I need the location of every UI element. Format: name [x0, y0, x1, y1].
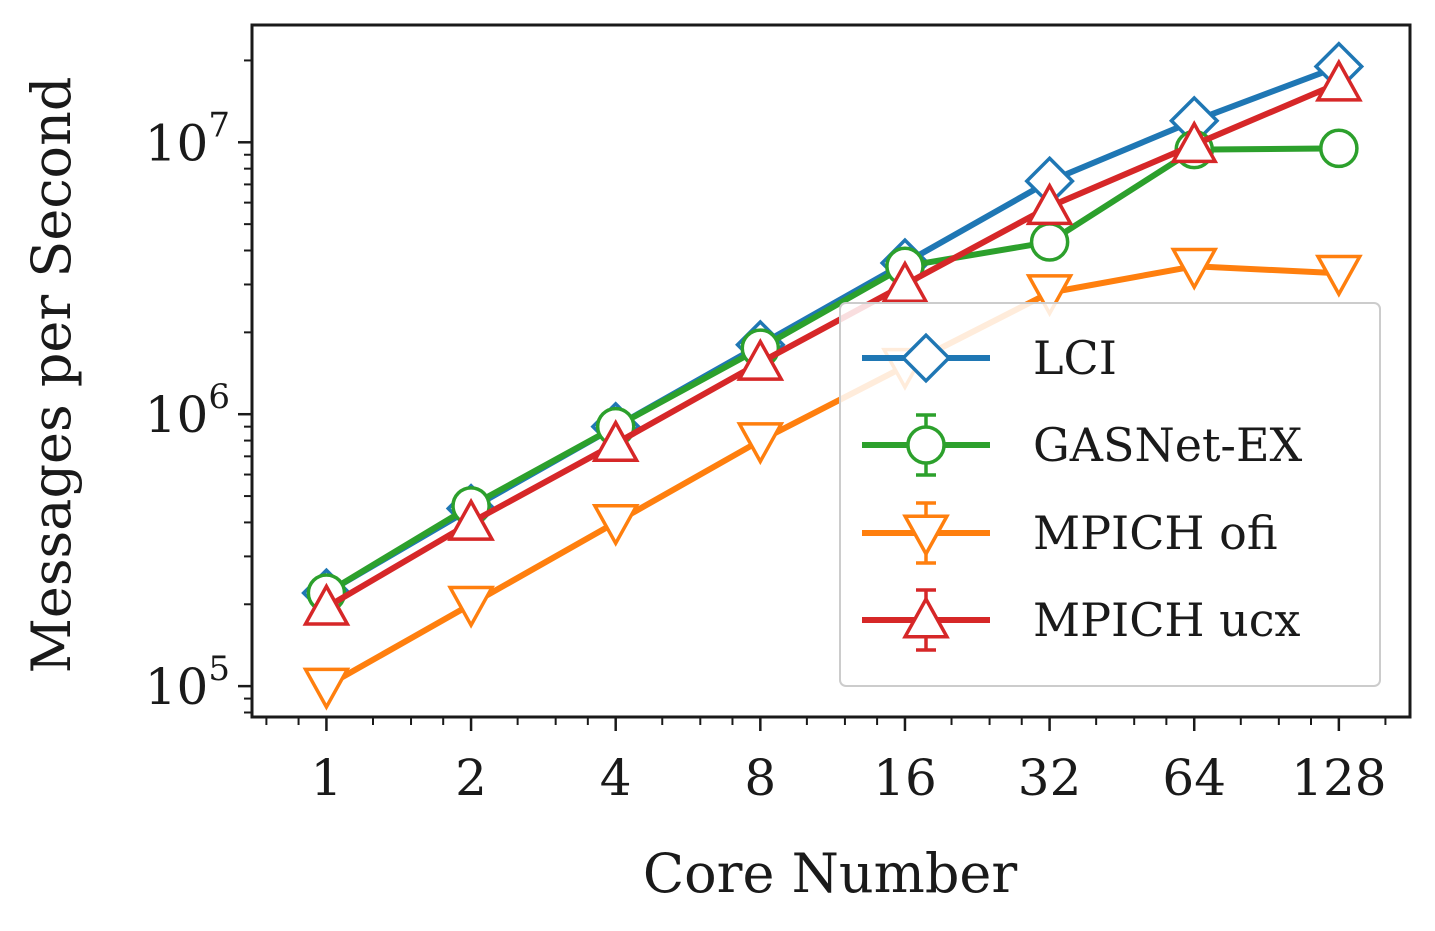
y-tick-label: 105 [145, 649, 230, 716]
y-tick-label: 106 [145, 377, 230, 444]
x-tick-label: 64 [1162, 749, 1226, 807]
legend-marker-lci [900, 332, 952, 384]
x-tick-label: 16 [873, 749, 937, 807]
x-tick-label: 32 [1018, 749, 1082, 807]
series-line-gasnet-ex [323, 145, 1342, 597]
legend-box [839, 302, 1381, 687]
legend-marker-mpich-ucx [902, 595, 950, 639]
series-line-mpich-ofi [323, 263, 1342, 690]
data-point-mpich-ofi [302, 667, 351, 711]
x-tick-label: 4 [600, 749, 632, 807]
x-tick-label: 2 [455, 749, 487, 807]
legend-label: MPICH ucx [1033, 593, 1301, 647]
legend-label: GASNet-EX [1033, 418, 1303, 472]
data-point-mpich-ucx [1025, 182, 1074, 226]
data-point-mpich-ucx [591, 419, 640, 463]
legend-item-lci: LCI [862, 331, 1117, 385]
plot-frame [250, 23, 1412, 719]
data-point-mpich-ofi [1170, 247, 1219, 291]
series-layer [301, 41, 1365, 711]
y-axis-label: Messages per Second [20, 77, 83, 674]
legend-items: LCI GASNet-EX MPICH ofi MPICH ucx [862, 331, 1303, 652]
data-point-gasnet-ex [1319, 128, 1359, 169]
data-point-mpich-ucx [302, 582, 351, 626]
legend-label: MPICH ofi [1033, 506, 1278, 560]
data-point-mpich-ofi [1314, 254, 1363, 298]
data-point-mpich-ucx [736, 337, 785, 381]
data-point-mpich-ofi [591, 503, 640, 547]
data-point-mpich-ofi [736, 422, 785, 466]
series-mpich-ofi [302, 247, 1363, 711]
x-tick-label: 8 [744, 749, 776, 807]
data-point-mpich-ofi [1025, 274, 1074, 318]
x-axis-label: Core Number [643, 842, 1018, 905]
series-mpich-ucx [302, 58, 1363, 626]
x-tick-label: 128 [1291, 749, 1386, 807]
legend-marker-gasnet-ex [906, 425, 946, 465]
legend-marker-mpich-ofi [902, 514, 950, 558]
legend-label: LCI [1033, 331, 1117, 385]
x-tick-label: 1 [311, 749, 343, 807]
legend-item-mpich-ucx: MPICH ucx [862, 588, 1301, 652]
legend-item-mpich-ofi: MPICH ofi [862, 501, 1278, 565]
ticks-layer: 1 2 4 8 16 32 64 128 105 106 107 [145, 59, 1387, 807]
data-point-gasnet-ex [1029, 222, 1070, 262]
data-point-mpich-ofi [447, 585, 495, 629]
legend-item-gasnet-ex: GASNet-EX [862, 413, 1303, 477]
legend: LCI GASNet-EX MPICH ofi MPICH ucx [839, 302, 1381, 687]
data-point-mpich-ucx [881, 259, 929, 303]
data-point-mpich-ucx [1314, 58, 1363, 102]
y-tick-label: 107 [145, 105, 230, 172]
data-point-mpich-ucx [1170, 120, 1219, 164]
series-line-mpich-ucx [323, 80, 1342, 611]
data-point-mpich-ucx [447, 497, 495, 541]
